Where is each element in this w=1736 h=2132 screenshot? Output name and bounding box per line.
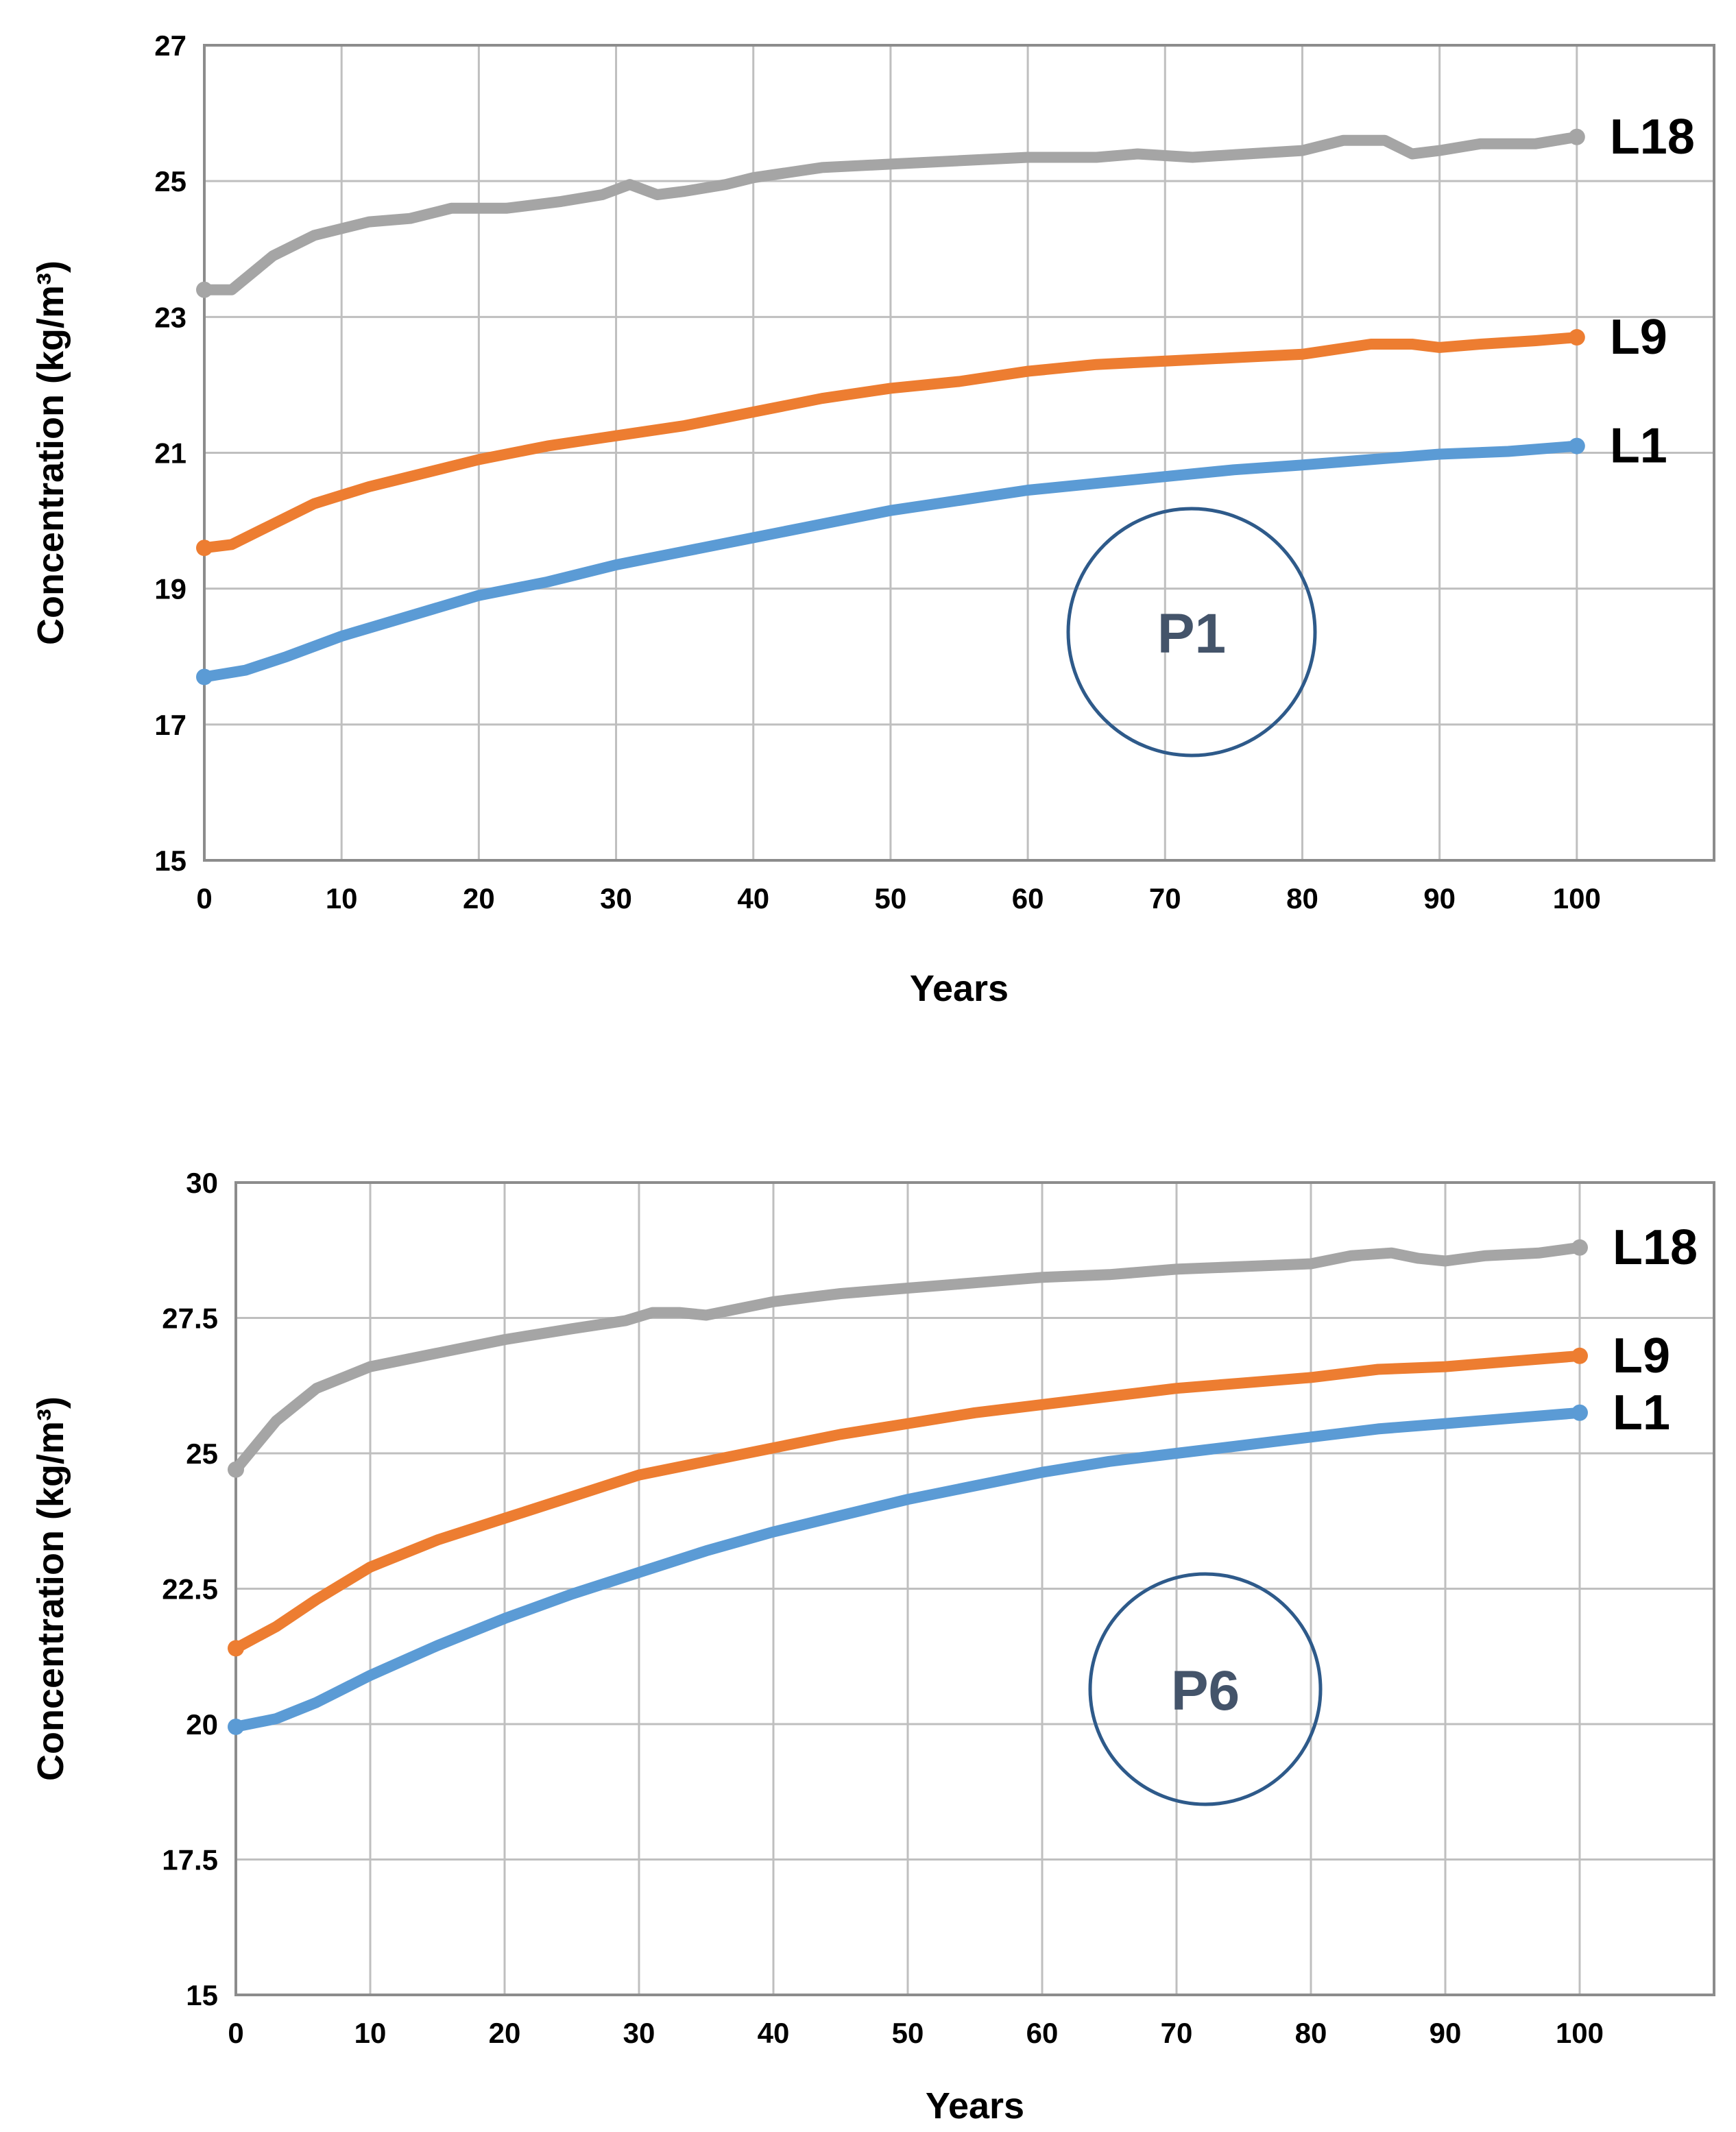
y-tick-label: 17 [154,709,186,741]
y-tick-label: 20 [186,1708,218,1741]
panel-label: P1 [1157,603,1226,665]
x-tick-label: 20 [489,2017,521,2049]
x-tick-label: 30 [623,2017,655,2049]
y-tick-label: 15 [154,845,186,877]
series-line-l18 [230,1241,1585,1475]
x-tick-label: 100 [1553,882,1601,914]
x-tick-label: 10 [326,882,358,914]
x-tick-label: 70 [1149,882,1181,914]
y-tick-label: 15 [186,1979,218,2011]
y-tick-label: 25 [154,165,186,197]
x-tick-label: 40 [758,2017,790,2049]
y-tick-label: 22.5 [162,1573,218,1606]
y-tick-label: 27 [154,29,186,62]
y-axis-title: Concentration (kg/m³) [30,261,71,645]
plot-frame [203,44,1715,862]
x-tick-label: 90 [1430,2017,1462,2049]
data-point-l18 [228,1461,244,1478]
data-point-l9 [1571,1347,1588,1364]
series-line-l9 [230,1350,1585,1654]
series-label-l18: L18 [1613,1220,1698,1275]
chart-p6: 0 10 20 30 40 50 60 70 80 90 100 15 17.5 20 22.5 25 27.5… [30,1167,1715,2127]
x-tick-label: 80 [1295,2017,1327,2049]
series-label-l18: L18 [1610,110,1695,165]
data-point-l18 [1571,1239,1588,1256]
x-tick-label: 0 [196,882,212,914]
panel-label: P6 [1171,1660,1240,1722]
y-tick-label: 21 [154,437,186,470]
x-tick-label: 50 [875,882,907,914]
y-tick-label: 30 [186,1167,218,1199]
x-tick-label: 30 [600,882,632,914]
plot-frame [234,1181,1715,1996]
series-line-l18 [199,131,1582,295]
data-point-l1 [196,668,213,686]
y-tick-label: 19 [154,573,186,605]
panel-circle [1088,1572,1323,1806]
series-label-l9: L9 [1610,310,1667,365]
y-tick-label: 25 [186,1438,218,1470]
series-line-l9 [199,332,1582,554]
series-label-l1: L1 [1613,1385,1670,1440]
x-tick-label: 90 [1423,882,1456,914]
data-point-l18 [1568,128,1585,145]
x-tick-label: 0 [228,2017,243,2049]
data-point-l9 [196,540,213,557]
series-label-l9: L9 [1613,1329,1670,1383]
x-tick-label: 100 [1556,2017,1604,2049]
x-axis-title: Years [910,968,1009,1009]
x-axis-title: Years [926,2085,1024,2127]
data-point-l1 [1568,437,1585,455]
x-tick-label: 40 [737,882,769,914]
series-line-l1 [230,1407,1585,1732]
x-tick-label: 60 [1026,2017,1059,2049]
y-tick-label: 17.5 [162,1844,218,1876]
data-point-l9 [228,1640,244,1657]
y-tick-label: 23 [154,301,186,333]
x-tick-label: 80 [1286,882,1318,914]
y-tick-label: 27.5 [162,1303,218,1335]
data-point-l18 [196,281,213,298]
series-label-l1: L1 [1610,419,1667,474]
panel-circle [1066,507,1317,758]
x-tick-label: 60 [1012,882,1044,914]
y-axis-title: Concentration (kg/m³) [30,1396,71,1781]
x-tick-label: 20 [463,882,495,914]
data-point-l1 [228,1718,244,1735]
chart-p1: 0 10 20 30 40 50 60 70 80 90 100 15 17 19 21 23 25 27 L18… [30,29,1715,1009]
x-tick-label: 50 [892,2017,924,2049]
series-line-l1 [199,440,1582,683]
x-tick-label: 70 [1161,2017,1193,2049]
x-tick-label: 10 [354,2017,387,2049]
data-point-l1 [1571,1404,1588,1421]
data-point-l9 [1568,329,1585,346]
